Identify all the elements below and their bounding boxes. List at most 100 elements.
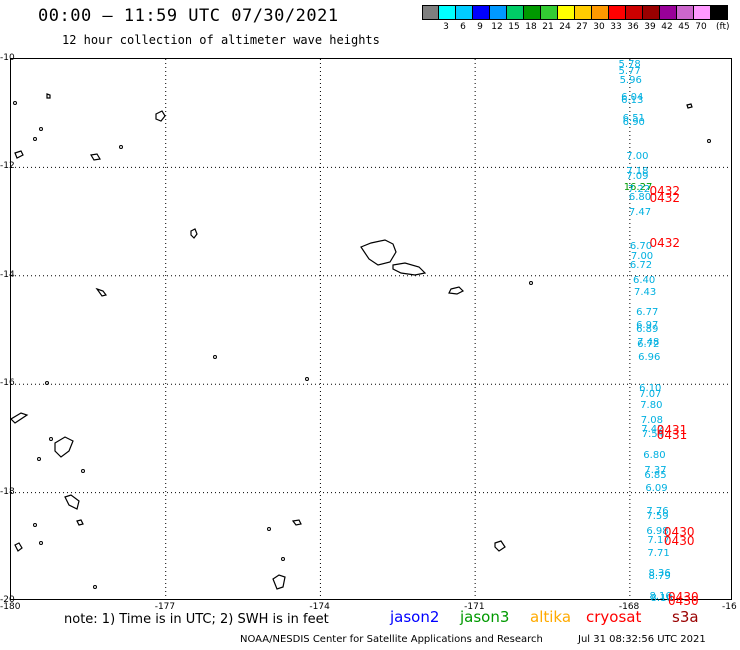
observation-time-label: 0431 bbox=[656, 422, 688, 437]
island-outline bbox=[90, 153, 101, 161]
wave-height-label: 7.71 bbox=[647, 548, 670, 560]
wave-height-label: 7.76 bbox=[646, 506, 669, 518]
island-outline bbox=[494, 540, 506, 552]
wave-height-label: 5.96 bbox=[619, 74, 642, 86]
wave-height-label: 6.09 bbox=[645, 483, 668, 495]
colorbar-swatch bbox=[507, 5, 524, 20]
colorbar-tick-label: 6 bbox=[460, 22, 466, 32]
small-island bbox=[81, 469, 85, 473]
island-outline bbox=[14, 542, 23, 552]
colorbar-tick-label: 70 bbox=[695, 22, 707, 32]
wave-height-label: 6.51 bbox=[622, 112, 645, 124]
latitude-tick-label: -16 bbox=[0, 378, 15, 389]
colorbar-tick-label: 12 bbox=[491, 22, 503, 32]
wave-height-label: 7.18 bbox=[626, 165, 649, 177]
colorbar-tick-label: 39 bbox=[644, 22, 656, 32]
colorbar-tick-label: 9 bbox=[477, 22, 483, 32]
wave-height-label: 6.90 bbox=[622, 117, 645, 129]
island-outline bbox=[10, 412, 29, 424]
wave-height-label: 8.36 bbox=[648, 567, 671, 579]
wave-height-label: 5.77 bbox=[618, 66, 641, 78]
wave-height-label: 6.80 bbox=[643, 449, 666, 461]
colorbar-swatch bbox=[609, 5, 626, 20]
small-island bbox=[33, 137, 37, 141]
small-island bbox=[267, 527, 271, 531]
wave-height-label: 7.47 bbox=[628, 207, 652, 218]
island-outline bbox=[291, 519, 302, 526]
colorbar-tick-label: 15 bbox=[508, 22, 520, 32]
wave-height-label: 7.54 bbox=[641, 429, 665, 441]
island-outline bbox=[686, 103, 693, 109]
small-island bbox=[93, 585, 97, 589]
wave-height-label: 6.77 bbox=[636, 306, 659, 318]
wave-height-label: 7.22 bbox=[627, 184, 651, 196]
wave-height-label: 7.80 bbox=[640, 399, 663, 411]
wave-height-label: 6.72 bbox=[637, 339, 660, 351]
observation-time-label: 0431 bbox=[656, 428, 688, 443]
colorbar-tick-label: 30 bbox=[593, 22, 605, 32]
colorbar-swatch bbox=[473, 5, 490, 20]
wave-height-label: 8.79 bbox=[648, 571, 671, 583]
island-outline bbox=[272, 574, 286, 590]
colorbar-swatch bbox=[677, 5, 694, 20]
colorbar-tick-label: 42 bbox=[661, 22, 673, 32]
island-outline bbox=[76, 519, 84, 526]
latitude-tick-label: -10 bbox=[0, 53, 15, 63]
longitude-tick-label: -16 bbox=[722, 602, 737, 612]
colorbar-swatch bbox=[626, 5, 643, 20]
colorbar-tick-label: 33 bbox=[610, 22, 622, 32]
colorbar-swatch bbox=[439, 5, 456, 20]
observation-time-label: 0430 bbox=[668, 589, 699, 604]
credit-line: NOAA/NESDIS Center for Satellite Applica… bbox=[240, 634, 543, 645]
satellite-legend-altika: altika bbox=[530, 608, 572, 626]
wave-height-label: 6.40 bbox=[632, 275, 656, 287]
island-outline bbox=[14, 150, 24, 159]
wave-height-label: 7.48 bbox=[637, 337, 660, 349]
colorbar-swatch bbox=[490, 5, 507, 20]
latitude-tick-label: -14 bbox=[0, 269, 15, 280]
map-title: 00:00 – 11:59 UTC 07/30/2021 bbox=[38, 6, 339, 26]
small-island bbox=[213, 355, 217, 359]
wave-height-label: 6.98 bbox=[646, 525, 669, 537]
wave-height-label: 6.97 bbox=[636, 319, 659, 331]
latitude-tick-label: -18 bbox=[0, 486, 15, 497]
island-outline bbox=[448, 286, 465, 295]
colorbar-tick-label: 45 bbox=[678, 22, 690, 32]
longitude-tick-label: -171 bbox=[464, 602, 485, 612]
island-outline bbox=[155, 110, 166, 122]
colorbar-frame bbox=[422, 5, 728, 20]
observation-time-label: 0430 bbox=[663, 524, 695, 539]
small-island bbox=[33, 523, 37, 527]
colorbar-swatch bbox=[456, 5, 473, 20]
wave-height-label: 8.16 bbox=[649, 590, 672, 602]
colorbar-swatch bbox=[575, 5, 592, 20]
longitude-tick-label: -168 bbox=[618, 602, 640, 612]
small-island bbox=[39, 541, 43, 545]
wave-height-label: 7.09 bbox=[626, 171, 649, 183]
wave-height-label: 16.27 bbox=[623, 182, 653, 194]
colorbar-tick-label: 24 bbox=[559, 22, 571, 32]
island-outline bbox=[95, 287, 108, 297]
generated-timestamp: Jul 31 08:32:56 UTC 2021 bbox=[578, 634, 706, 645]
latitude-tick-label: -12 bbox=[0, 161, 15, 172]
observation-time-label: 0430 bbox=[668, 594, 699, 608]
wave-height-label: 7.42 bbox=[641, 423, 664, 435]
observation-time-label: 0432 bbox=[649, 236, 681, 251]
small-island bbox=[39, 127, 43, 131]
wave-height-label: 7.08 bbox=[640, 415, 663, 427]
map-subtitle: 12 hour collection of altimeter wave hei… bbox=[62, 33, 380, 47]
colorbar-tick-label: 3 bbox=[443, 22, 449, 32]
island-outline bbox=[46, 93, 51, 99]
observation-time-label: 0430 bbox=[663, 534, 695, 549]
wave-height-label: 6.80 bbox=[628, 191, 652, 203]
wave-height-label: 8.10 bbox=[650, 592, 673, 604]
small-island bbox=[45, 381, 49, 385]
observation-time-label: 0432 bbox=[649, 184, 681, 199]
small-island bbox=[281, 557, 285, 561]
longitude-tick-label: -177 bbox=[154, 602, 176, 612]
latitude-tick-label: -20 bbox=[0, 595, 15, 605]
wave-height-label: 6.72 bbox=[629, 260, 653, 272]
units-note: note: 1) Time is in UTC; 2) SWH is in fe… bbox=[64, 612, 329, 627]
wave-height-label: 6.85 bbox=[644, 470, 667, 482]
colorbar-swatch bbox=[694, 5, 711, 20]
